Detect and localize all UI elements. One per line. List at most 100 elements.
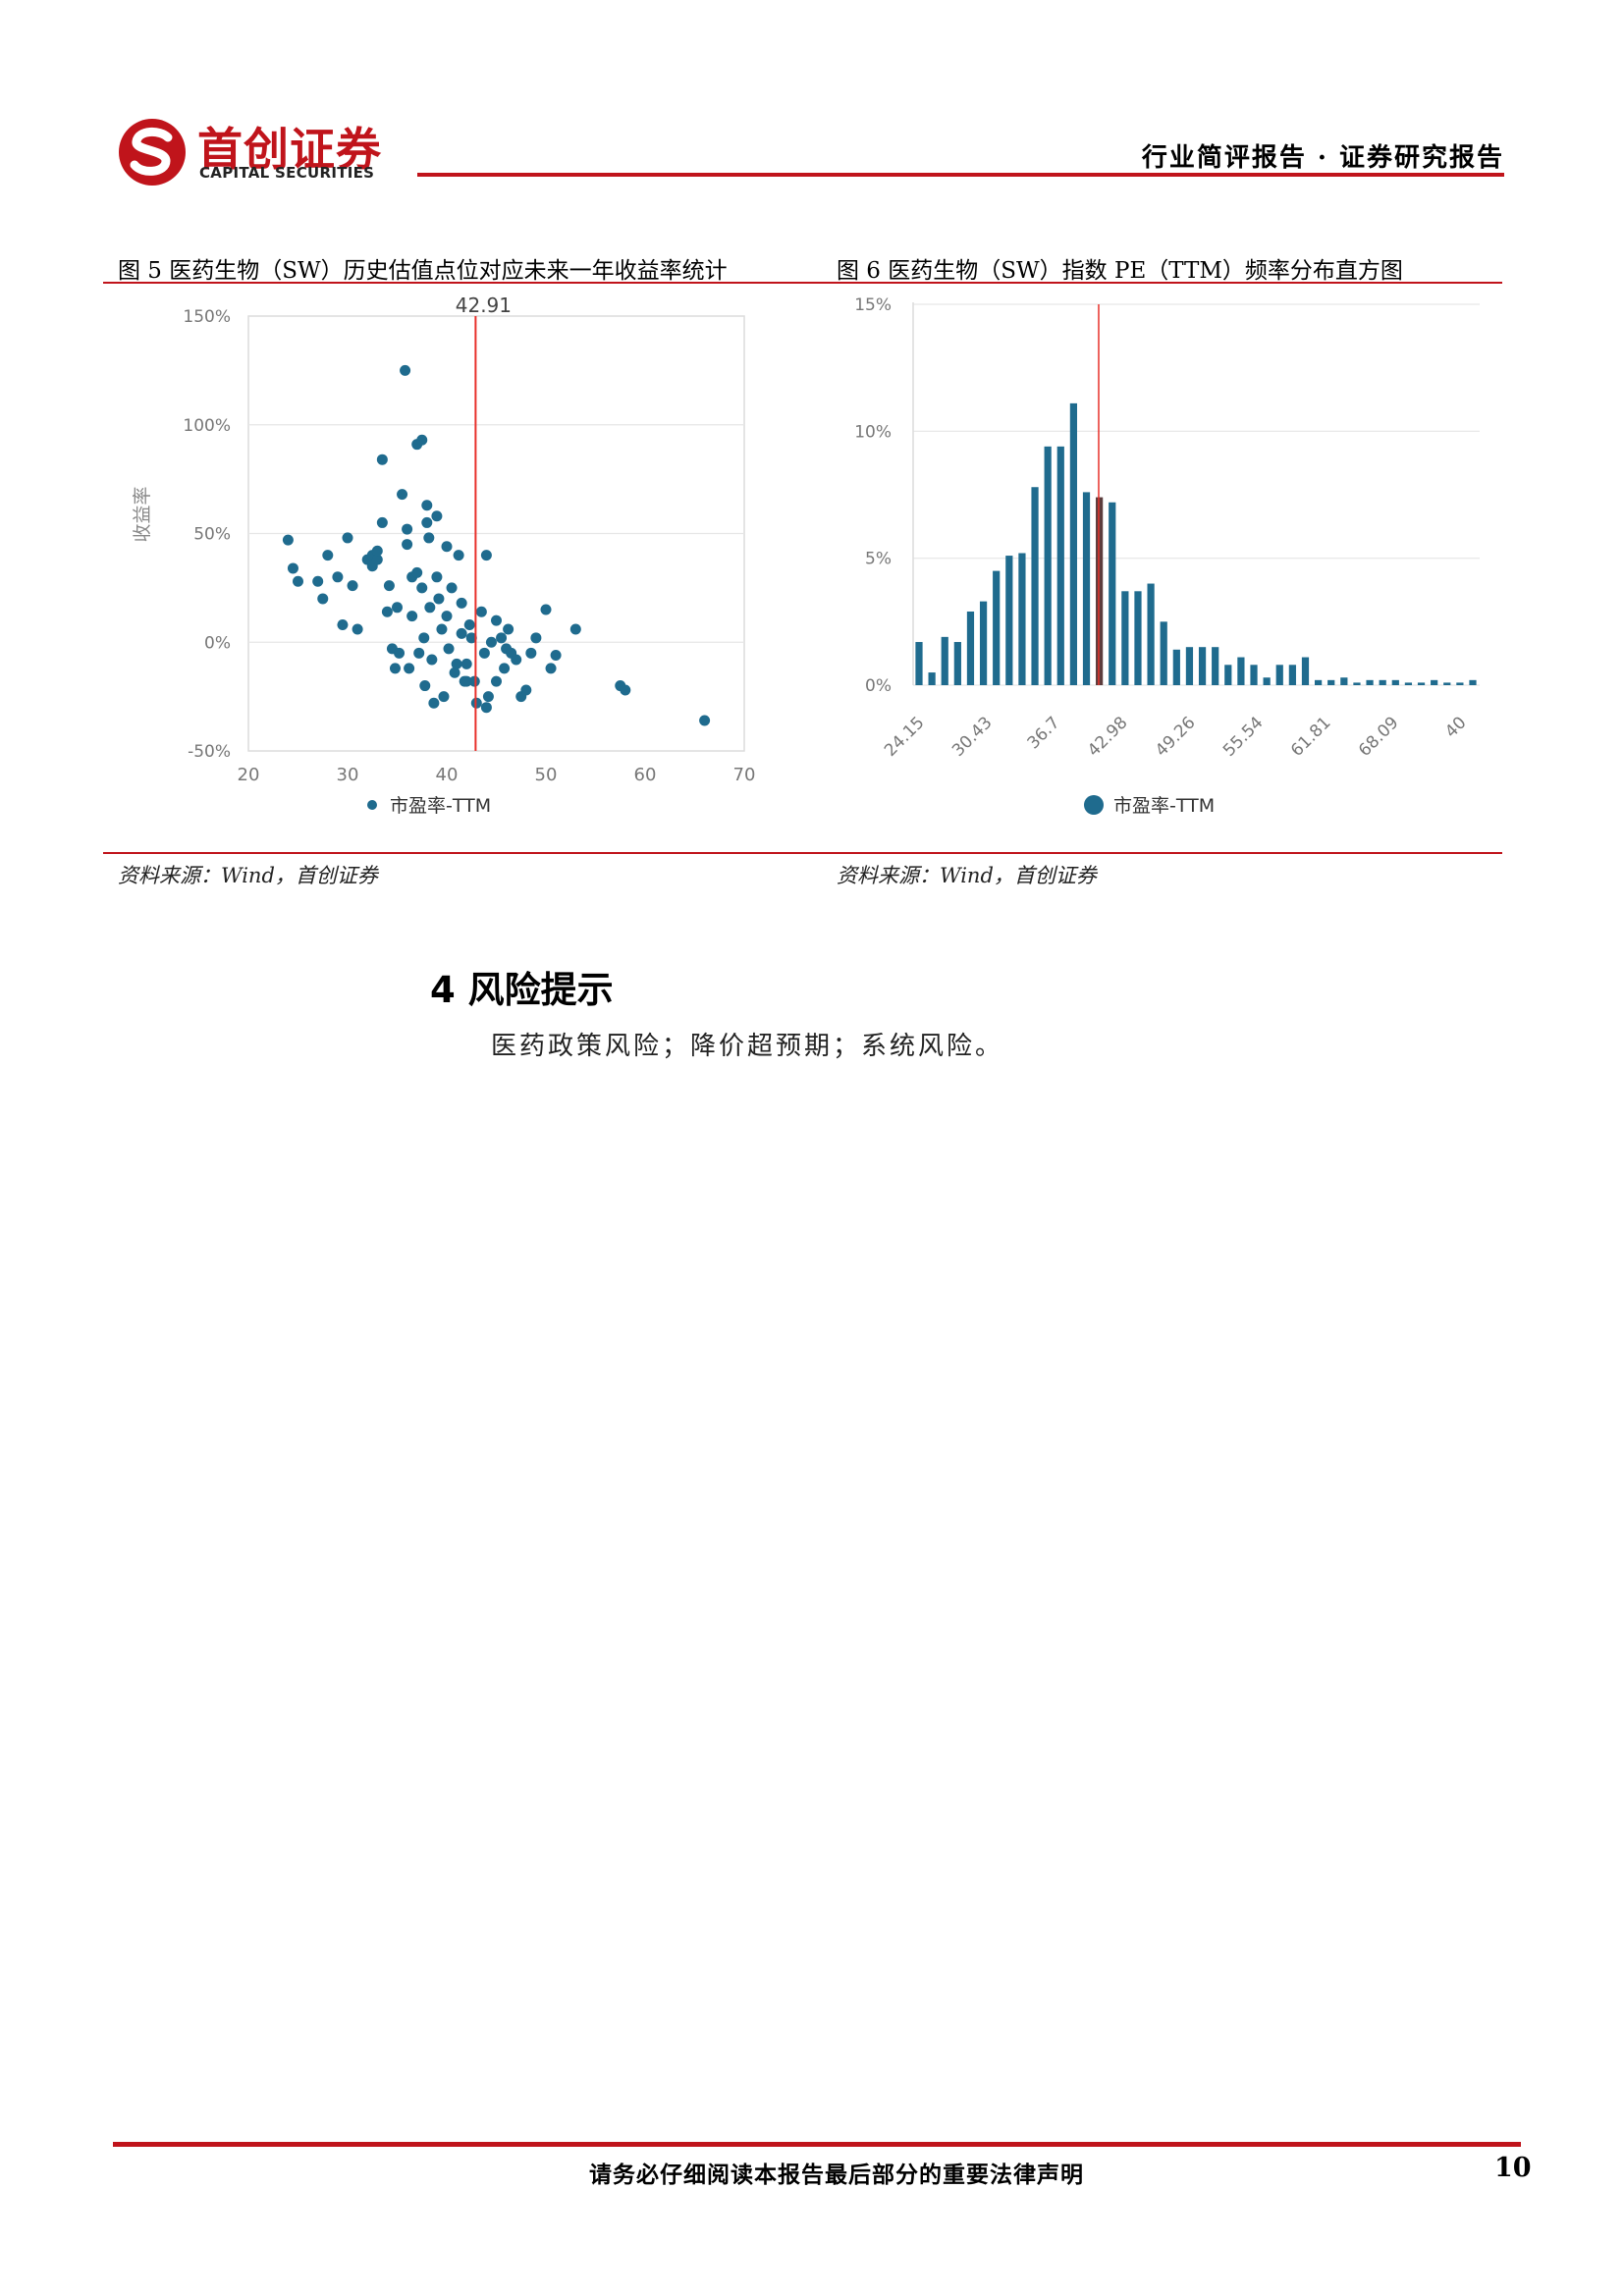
- scatter-point: [392, 602, 403, 614]
- scatter-point: [431, 571, 443, 583]
- histogram-y-tick-label: 5%: [865, 550, 892, 569]
- scatter-point: [699, 715, 711, 726]
- scatter-point: [491, 614, 502, 626]
- histogram-y-tick-label: 15%: [854, 295, 892, 315]
- scatter-point: [525, 647, 537, 659]
- scatter-point: [441, 611, 453, 622]
- scatter-point: [394, 647, 406, 659]
- scatter-point: [550, 650, 562, 662]
- histogram-bar: [1044, 446, 1052, 685]
- scatter-legend-label: 市盈率-TTM: [390, 795, 491, 817]
- scatter-point: [317, 593, 329, 605]
- scatter-point: [460, 675, 472, 687]
- histogram-bar: [1212, 647, 1219, 685]
- scatter-point: [475, 606, 487, 617]
- histogram-bar: [915, 642, 923, 685]
- scatter-x-tick-label: 70: [733, 765, 756, 785]
- scatter-point: [322, 550, 334, 561]
- scatter-reference-label: 42.91: [456, 294, 512, 317]
- footer-rule: [113, 2142, 1521, 2147]
- histogram-bar: [1018, 553, 1026, 685]
- scatter-y-tick-label: 0%: [204, 633, 231, 653]
- scatter-point: [496, 632, 508, 644]
- company-logo: 首创证券 CAPITAL SECURITIES: [115, 118, 409, 187]
- histogram-bar: [1314, 679, 1323, 685]
- scatter-point: [511, 654, 522, 666]
- scatter-point: [389, 663, 401, 674]
- scatter-point: [424, 602, 436, 614]
- scatter-point: [441, 541, 453, 553]
- histogram-bar: [1109, 502, 1116, 685]
- scatter-point: [400, 364, 411, 376]
- scatter-point: [468, 675, 480, 687]
- figure5-caption: 图 5 医药生物（SW）历史估值点位对应未来一年收益率统计: [118, 258, 728, 284]
- scatter-point: [413, 647, 425, 659]
- histogram-bar: [1082, 492, 1091, 685]
- scatter-point: [282, 534, 294, 546]
- histogram-bar: [1134, 591, 1142, 685]
- scatter-x-tick-label: 40: [436, 765, 459, 785]
- histogram-bar: [1275, 665, 1283, 685]
- scatter-point: [416, 434, 428, 446]
- histogram-bar: [993, 570, 1001, 685]
- footer-notice: 请务必仔细阅读本报告最后部分的重要法律声明: [589, 2162, 1084, 2188]
- histogram-bar: [1431, 679, 1438, 685]
- scatter-x-tick-label: 60: [634, 765, 657, 785]
- histogram-x-tick-label: 61.81: [1287, 713, 1335, 761]
- histogram-y-tick-label: 10%: [854, 422, 892, 442]
- histogram-bar: [1288, 665, 1296, 685]
- histogram-bar: [1353, 682, 1361, 685]
- histogram-bar: [1005, 556, 1013, 685]
- scatter-point: [520, 684, 532, 696]
- scatter-point: [342, 532, 353, 544]
- scatter-point: [443, 643, 455, 655]
- histogram-bar: [1366, 679, 1374, 685]
- scatter-point: [480, 550, 492, 561]
- scatter-point: [423, 532, 435, 544]
- scatter-point: [530, 632, 542, 644]
- scatter-point: [480, 702, 492, 714]
- scatter-y-tick-label: 150%: [183, 307, 231, 327]
- scatter-chart: 150% 100% 50% 0% -50% 20 30 40 50 60 70 收益率 42.91…: [132, 294, 756, 817]
- scatter-point: [456, 627, 467, 639]
- histogram-bar: [1417, 682, 1426, 685]
- histogram-bar: [966, 611, 975, 685]
- histogram-bar: [1379, 679, 1386, 685]
- scatter-point: [406, 611, 418, 622]
- histogram-bar: [1160, 621, 1167, 685]
- histogram-bar: [1404, 682, 1413, 685]
- histogram-bar: [1121, 591, 1129, 685]
- histogram-legend-marker: [1084, 795, 1104, 815]
- histogram-x-tick-label: 49.26: [1152, 713, 1200, 761]
- scatter-legend-marker: [367, 800, 377, 810]
- scatter-point: [436, 623, 448, 635]
- histogram-bar: [1250, 665, 1258, 685]
- scatter-y-tick-label: 50%: [193, 525, 231, 545]
- scatter-point: [411, 566, 423, 578]
- scatter-point: [428, 697, 440, 709]
- section-body: 医药政策风险；降价超预期；系统风险。: [491, 1032, 1004, 1061]
- scatter-point: [371, 554, 383, 565]
- scatter-x-tick-label: 50: [535, 765, 558, 785]
- scatter-point: [376, 454, 388, 465]
- histogram-bar: [1327, 679, 1335, 685]
- caption-rule: [103, 282, 1502, 284]
- scatter-point: [451, 658, 462, 669]
- scatter-point: [371, 545, 383, 557]
- histogram-x-tick-label: 68.09: [1355, 713, 1403, 761]
- histogram-y-tick-label: 0%: [865, 676, 892, 696]
- histogram-bar: [1224, 665, 1232, 685]
- scatter-point: [449, 667, 460, 678]
- scatter-point: [419, 680, 431, 692]
- scatter-point: [418, 632, 430, 644]
- scatter-point: [312, 575, 324, 587]
- scatter-point: [381, 606, 393, 617]
- scatter-point: [465, 632, 477, 644]
- scatter-point: [426, 654, 438, 666]
- page-number: 10: [1494, 2153, 1532, 2183]
- scatter-point: [491, 675, 502, 687]
- scatter-y-tick-label: -50%: [188, 742, 231, 762]
- scatter-point: [431, 510, 443, 522]
- scatter-point: [460, 658, 472, 669]
- histogram-bar: [1237, 657, 1245, 685]
